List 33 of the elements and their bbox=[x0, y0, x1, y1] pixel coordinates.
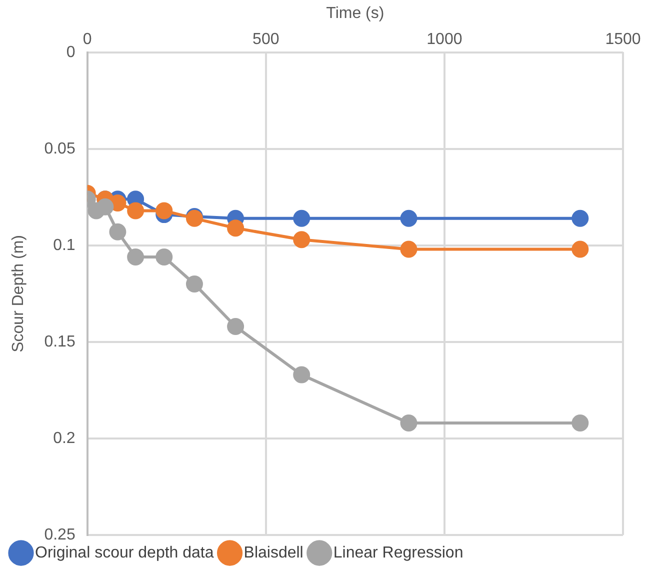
point bbox=[96, 198, 114, 216]
point bbox=[156, 202, 173, 220]
point bbox=[400, 240, 418, 258]
legend-label: Linear Regression bbox=[333, 544, 464, 562]
point bbox=[572, 240, 589, 258]
y-tick-label: 0.1 bbox=[53, 236, 76, 254]
point bbox=[572, 414, 589, 432]
point bbox=[186, 276, 203, 293]
x-tick-label: 500 bbox=[252, 31, 280, 48]
y-tick-label: 0.25 bbox=[44, 526, 76, 544]
point bbox=[127, 202, 144, 220]
point bbox=[572, 210, 589, 227]
x-axis-title: Time (s) bbox=[326, 5, 384, 22]
point bbox=[293, 210, 310, 227]
point bbox=[227, 220, 244, 237]
point bbox=[127, 248, 144, 266]
point bbox=[400, 414, 418, 432]
y-tick-label: 0 bbox=[66, 44, 76, 61]
point bbox=[109, 223, 126, 240]
legend-label: Original scour depth data bbox=[35, 544, 214, 562]
y-axis-title: Scour Depth (m) bbox=[10, 235, 28, 352]
x-tick-label: 1000 bbox=[426, 31, 462, 48]
x-tick-label: 1500 bbox=[605, 31, 641, 48]
y-tick-label: 0.15 bbox=[44, 333, 76, 350]
x-tick-label: 0 bbox=[82, 31, 92, 48]
point bbox=[156, 248, 173, 266]
y-tick-label: 0.2 bbox=[53, 430, 76, 447]
point bbox=[400, 210, 418, 227]
y-tick-label: 0.05 bbox=[44, 140, 76, 158]
point bbox=[293, 231, 310, 248]
point bbox=[293, 366, 310, 384]
point bbox=[227, 318, 244, 336]
legend-label: Blaisdell bbox=[244, 544, 304, 562]
